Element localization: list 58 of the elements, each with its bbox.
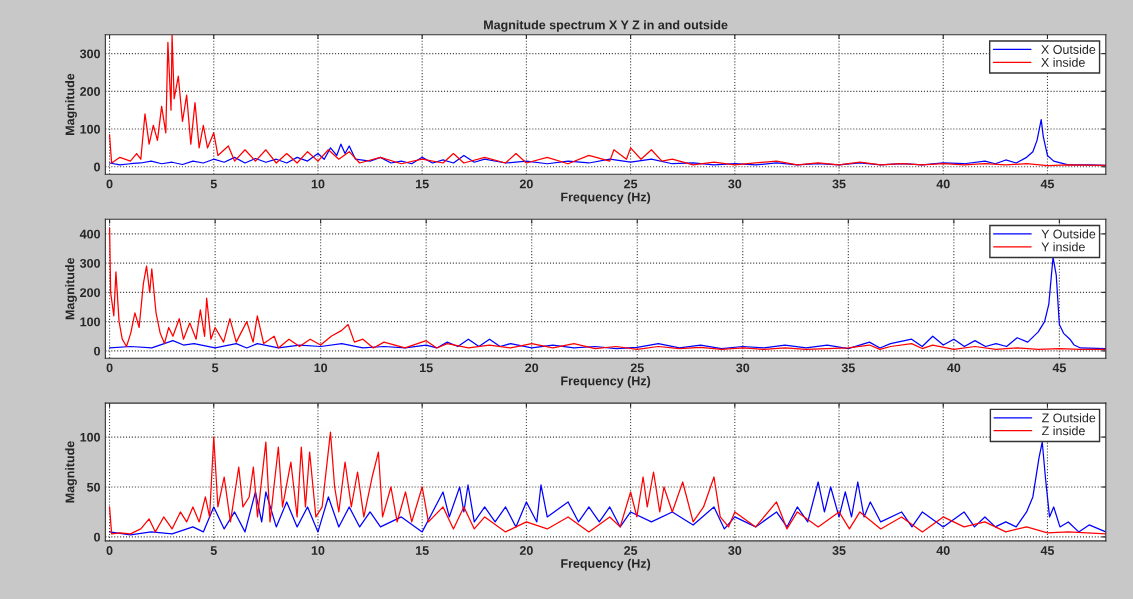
x-tick-label: 40 [936,179,950,189]
x-tick-label: 25 [624,179,638,189]
x-tick-label: 20 [519,179,533,189]
x-tick-label: 20 [519,546,533,555]
line-series [108,227,1106,351]
x-tick-label: 15 [420,363,433,373]
chart-title: Magnitude spectrum X Y Z in and outside [484,20,728,32]
x-tick-label: 10 [311,179,325,189]
y-tick-label: 0 [94,162,100,172]
y-tick-label: 0 [94,532,100,542]
x-tick-label: 40 [947,363,961,373]
y-tick-label: 50 [86,482,100,492]
legend-label: Z Outside [1042,413,1096,423]
x-tick-label: 45 [1040,546,1055,555]
x-tick-label: 15 [416,546,429,555]
legend-label: X Outside [1041,44,1096,54]
x-axis-title: Frequency (Hz) [561,558,651,571]
x-axis-title: Frequency (Hz) [561,192,651,204]
legend-label: X inside [1041,57,1085,67]
x-tick-label: 30 [736,363,750,373]
x-tick-label: 15 [416,179,429,189]
x-tick-label: 5 [212,363,219,373]
x-tick-label: 35 [841,363,855,373]
x-tick-label: 0 [106,179,113,189]
y-tick-label: 400 [79,229,100,239]
x-tick-label: 5 [210,546,217,555]
y-axis-title: Magnitude [65,257,77,320]
y-axis-title: Magnitude [65,73,77,135]
line-series [108,34,1106,167]
x-tick-label: 45 [1040,179,1055,189]
y-axis-title: Magnitude [65,441,77,503]
x-tick-label: 25 [630,363,644,373]
y-tick-label: 200 [80,288,100,298]
y-tick-label: 100 [80,124,100,134]
y-tick-label: 200 [80,87,100,96]
x-tick-label: 30 [728,546,742,555]
y-tick-label: 300 [79,49,100,59]
line-series [108,256,1106,350]
x-tick-label: 20 [525,363,539,373]
x-tick-label: 30 [728,179,742,189]
y-tick-label: 100 [80,432,100,442]
legend-label: Y inside [1041,242,1085,252]
x-axis-title: Frequency (Hz) [561,376,651,388]
x-tick-label: 35 [832,546,846,555]
y-tick-label: 0 [94,346,100,356]
x-tick-label: 10 [314,363,328,373]
x-tick-label: 10 [311,546,325,555]
y-tick-label: 300 [79,258,100,268]
legend-label: Y Outside [1041,229,1096,239]
x-tick-label: 35 [832,179,846,189]
x-tick-label: 40 [936,546,950,555]
x-tick-label: 0 [106,546,113,555]
x-tick-label: 5 [210,179,217,189]
x-tick-label: 45 [1052,363,1066,373]
y-tick-label: 100 [80,317,100,327]
x-tick-label: 0 [106,363,113,373]
legend-label: Z inside [1042,426,1085,436]
x-tick-label: 25 [624,546,638,555]
